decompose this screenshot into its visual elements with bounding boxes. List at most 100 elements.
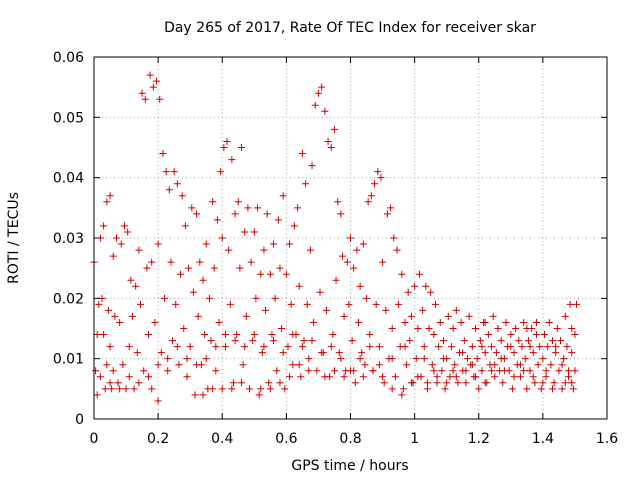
data-point [532, 331, 540, 339]
x-axis-label: GPS time / hours [291, 458, 408, 474]
data-point [183, 373, 191, 381]
data-point [116, 318, 124, 326]
data-point [361, 361, 369, 369]
data-point [338, 252, 346, 260]
data-point [271, 294, 279, 302]
data-point [324, 137, 332, 145]
data-point [298, 150, 306, 158]
data-point [92, 367, 100, 375]
data-point [103, 198, 111, 206]
data-point [404, 288, 412, 296]
data-point [568, 379, 576, 387]
data-point [237, 144, 245, 151]
data-point [229, 379, 237, 387]
data-point [145, 373, 153, 381]
data-point [565, 373, 573, 381]
data-point [169, 337, 177, 345]
data-point [305, 367, 313, 375]
data-point [239, 361, 247, 369]
data-point [281, 385, 289, 393]
data-point [524, 337, 532, 345]
data-point [173, 180, 181, 188]
data-point [523, 385, 531, 393]
data-point [302, 180, 310, 188]
data-point [340, 373, 348, 381]
data-point [481, 349, 489, 357]
data-point [310, 318, 318, 326]
data-point [149, 83, 157, 91]
data-point [502, 318, 510, 326]
data-point [252, 294, 260, 302]
data-point [407, 379, 415, 387]
data-point [447, 343, 455, 351]
x-tick-label: 0 [90, 431, 99, 447]
data-point [151, 318, 159, 326]
y-tick-label: 0.06 [53, 50, 84, 66]
data-point [143, 264, 151, 272]
data-point [185, 264, 193, 272]
data-point [194, 312, 202, 320]
data-point [542, 367, 550, 375]
data-point [512, 325, 520, 332]
data-point [516, 373, 524, 381]
data-point [202, 355, 210, 363]
data-point [548, 337, 556, 345]
y-tick-labels: 0 0.01 0.02 0.03 0.04 0.05 0.06 [53, 50, 84, 428]
data-point [532, 318, 540, 326]
data-point [116, 385, 124, 393]
data-point [372, 300, 380, 308]
data-point [350, 264, 358, 272]
data-point [231, 337, 239, 345]
x-tick-label: 1.4 [532, 431, 554, 447]
x-tick-label: 0.6 [275, 431, 297, 447]
data-point [508, 385, 516, 393]
data-point [507, 343, 515, 351]
data-point [284, 343, 292, 351]
data-points [90, 71, 581, 405]
x-tick-label: 1.6 [596, 431, 618, 447]
data-point [359, 240, 367, 248]
data-point [544, 343, 552, 351]
data-point [268, 331, 276, 339]
data-point [366, 331, 374, 339]
data-point [433, 373, 441, 381]
data-point [233, 331, 241, 339]
data-point [568, 349, 576, 357]
data-point [367, 192, 375, 200]
data-point [279, 192, 287, 200]
data-point [181, 222, 189, 230]
data-point [286, 240, 294, 248]
data-point [213, 216, 221, 224]
data-point [414, 373, 422, 381]
data-point [172, 300, 180, 308]
data-point [539, 355, 547, 363]
data-point [119, 361, 127, 369]
data-point [209, 198, 217, 206]
data-point [244, 204, 252, 212]
data-point [573, 300, 581, 308]
data-point [558, 361, 566, 369]
data-point [218, 385, 226, 393]
data-point [531, 379, 539, 387]
data-point [446, 373, 454, 381]
x-tick-label: 1.2 [468, 431, 490, 447]
data-point [547, 361, 555, 369]
data-point [290, 222, 298, 230]
data-point [279, 349, 287, 357]
data-point [415, 270, 423, 278]
data-point [356, 282, 364, 290]
data-point [356, 355, 364, 363]
data-point [537, 385, 545, 393]
data-point [148, 385, 156, 393]
data-point [457, 318, 465, 326]
data-point [125, 373, 133, 381]
data-point [382, 306, 390, 314]
data-point [295, 361, 303, 369]
data-point [431, 300, 439, 308]
data-point [260, 343, 268, 351]
data-point [560, 355, 568, 363]
data-point [106, 379, 114, 387]
data-point [491, 361, 499, 369]
data-point [412, 355, 420, 363]
data-point [355, 318, 363, 326]
